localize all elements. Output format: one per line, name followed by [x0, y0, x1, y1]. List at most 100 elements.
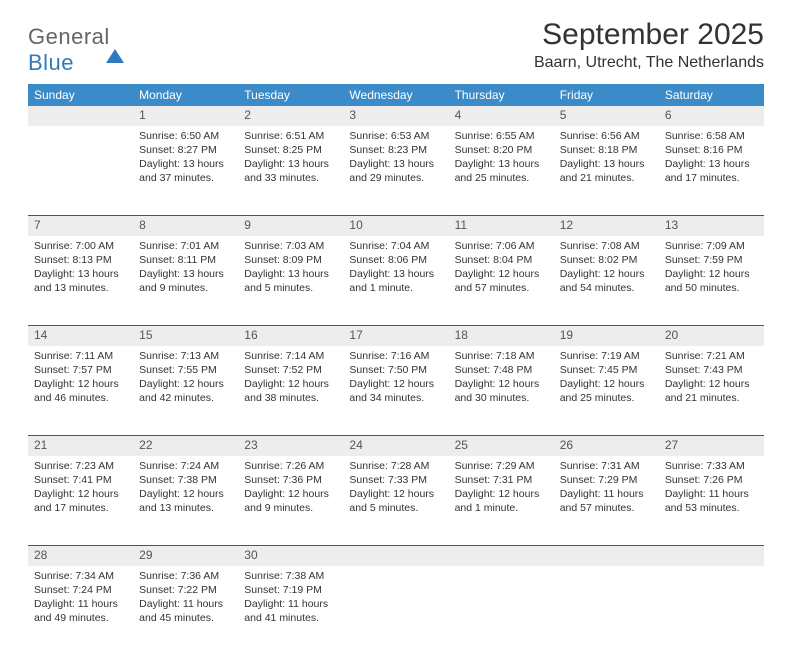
- day-number-cell: 9: [238, 216, 343, 236]
- day-number-cell: 17: [343, 326, 448, 346]
- sunset-line: Sunset: 8:18 PM: [560, 143, 653, 157]
- sunset-line: Sunset: 7:31 PM: [455, 473, 548, 487]
- sunrise-line: Sunrise: 7:26 AM: [244, 459, 337, 473]
- day-details: Sunrise: 7:00 AMSunset: 8:13 PMDaylight:…: [34, 236, 127, 296]
- daylight-line: Daylight: 13 hours and 17 minutes.: [665, 157, 758, 185]
- sunset-line: Sunset: 8:06 PM: [349, 253, 442, 267]
- day-cell: Sunrise: 7:26 AMSunset: 7:36 PMDaylight:…: [238, 456, 343, 544]
- sunrise-line: Sunrise: 7:24 AM: [139, 459, 232, 473]
- sunrise-line: Sunrise: 7:14 AM: [244, 349, 337, 363]
- sunset-line: Sunset: 7:55 PM: [139, 363, 232, 377]
- logo-diamond-icon: [106, 24, 124, 63]
- day-details: Sunrise: 7:28 AMSunset: 7:33 PMDaylight:…: [349, 456, 442, 516]
- day-details: Sunrise: 6:50 AMSunset: 8:27 PMDaylight:…: [139, 126, 232, 186]
- day-details: Sunrise: 7:19 AMSunset: 7:45 PMDaylight:…: [560, 346, 653, 406]
- sunset-line: Sunset: 7:45 PM: [560, 363, 653, 377]
- day-cell: [343, 566, 448, 654]
- day-details: Sunrise: 7:18 AMSunset: 7:48 PMDaylight:…: [455, 346, 548, 406]
- day-cell: Sunrise: 7:18 AMSunset: 7:48 PMDaylight:…: [449, 346, 554, 434]
- sunset-line: Sunset: 8:11 PM: [139, 253, 232, 267]
- day-cell: Sunrise: 7:06 AMSunset: 8:04 PMDaylight:…: [449, 236, 554, 324]
- day-cell: Sunrise: 6:58 AMSunset: 8:16 PMDaylight:…: [659, 126, 764, 214]
- sunset-line: Sunset: 7:50 PM: [349, 363, 442, 377]
- day-cell: Sunrise: 6:55 AMSunset: 8:20 PMDaylight:…: [449, 126, 554, 214]
- day-number-cell: 19: [554, 326, 659, 346]
- day-number-row: 78910111213: [28, 216, 764, 236]
- sunset-line: Sunset: 8:02 PM: [560, 253, 653, 267]
- day-cell: Sunrise: 7:36 AMSunset: 7:22 PMDaylight:…: [133, 566, 238, 654]
- day-number-cell: 23: [238, 436, 343, 456]
- day-header: Wednesday: [343, 84, 448, 106]
- day-number-row: 14151617181920: [28, 326, 764, 346]
- sunrise-line: Sunrise: 7:34 AM: [34, 569, 127, 583]
- daylight-line: Daylight: 13 hours and 13 minutes.: [34, 267, 127, 295]
- day-details: Sunrise: 7:13 AMSunset: 7:55 PMDaylight:…: [139, 346, 232, 406]
- sunrise-line: Sunrise: 6:56 AM: [560, 129, 653, 143]
- daylight-line: Daylight: 11 hours and 49 minutes.: [34, 597, 127, 625]
- day-cell: Sunrise: 7:19 AMSunset: 7:45 PMDaylight:…: [554, 346, 659, 434]
- sunset-line: Sunset: 8:20 PM: [455, 143, 548, 157]
- sunset-line: Sunset: 8:27 PM: [139, 143, 232, 157]
- day-cell: Sunrise: 7:09 AMSunset: 7:59 PMDaylight:…: [659, 236, 764, 324]
- daylight-line: Daylight: 12 hours and 34 minutes.: [349, 377, 442, 405]
- daylight-line: Daylight: 13 hours and 5 minutes.: [244, 267, 337, 295]
- sunset-line: Sunset: 8:16 PM: [665, 143, 758, 157]
- daylight-line: Daylight: 12 hours and 13 minutes.: [139, 487, 232, 515]
- day-details: Sunrise: 6:53 AMSunset: 8:23 PMDaylight:…: [349, 126, 442, 186]
- day-cell: Sunrise: 6:53 AMSunset: 8:23 PMDaylight:…: [343, 126, 448, 214]
- day-number-cell: 30: [238, 546, 343, 566]
- sunset-line: Sunset: 8:13 PM: [34, 253, 127, 267]
- day-cell: Sunrise: 7:38 AMSunset: 7:19 PMDaylight:…: [238, 566, 343, 654]
- day-cell: Sunrise: 7:00 AMSunset: 8:13 PMDaylight:…: [28, 236, 133, 324]
- sunset-line: Sunset: 7:52 PM: [244, 363, 337, 377]
- location: Baarn, Utrecht, The Netherlands: [534, 54, 764, 72]
- day-number-cell: 11: [449, 216, 554, 236]
- day-number-cell: 8: [133, 216, 238, 236]
- day-cell: Sunrise: 7:16 AMSunset: 7:50 PMDaylight:…: [343, 346, 448, 434]
- day-number-cell: 28: [28, 546, 133, 566]
- day-cell: Sunrise: 7:13 AMSunset: 7:55 PMDaylight:…: [133, 346, 238, 434]
- sunrise-line: Sunrise: 7:01 AM: [139, 239, 232, 253]
- day-cell: Sunrise: 7:23 AMSunset: 7:41 PMDaylight:…: [28, 456, 133, 544]
- day-number-cell: [343, 546, 448, 566]
- day-cell: Sunrise: 7:08 AMSunset: 8:02 PMDaylight:…: [554, 236, 659, 324]
- day-cell: Sunrise: 7:31 AMSunset: 7:29 PMDaylight:…: [554, 456, 659, 544]
- day-number-cell: 2: [238, 106, 343, 126]
- day-details: Sunrise: 7:14 AMSunset: 7:52 PMDaylight:…: [244, 346, 337, 406]
- day-details: Sunrise: 7:29 AMSunset: 7:31 PMDaylight:…: [455, 456, 548, 516]
- daylight-line: Daylight: 12 hours and 30 minutes.: [455, 377, 548, 405]
- daylight-line: Daylight: 12 hours and 54 minutes.: [560, 267, 653, 295]
- sunrise-line: Sunrise: 7:23 AM: [34, 459, 127, 473]
- sunset-line: Sunset: 7:48 PM: [455, 363, 548, 377]
- daylight-line: Daylight: 13 hours and 37 minutes.: [139, 157, 232, 185]
- day-cell: [28, 126, 133, 214]
- sunrise-line: Sunrise: 7:03 AM: [244, 239, 337, 253]
- day-details: Sunrise: 7:33 AMSunset: 7:26 PMDaylight:…: [665, 456, 758, 516]
- sunset-line: Sunset: 8:23 PM: [349, 143, 442, 157]
- day-cell: [554, 566, 659, 654]
- daylight-line: Daylight: 12 hours and 21 minutes.: [665, 377, 758, 405]
- logo-word-2: Blue: [28, 50, 74, 75]
- week-row: Sunrise: 6:50 AMSunset: 8:27 PMDaylight:…: [28, 126, 764, 214]
- day-number-cell: 26: [554, 436, 659, 456]
- sunrise-line: Sunrise: 7:31 AM: [560, 459, 653, 473]
- sunset-line: Sunset: 7:26 PM: [665, 473, 758, 487]
- daylight-line: Daylight: 11 hours and 45 minutes.: [139, 597, 232, 625]
- sunset-line: Sunset: 7:36 PM: [244, 473, 337, 487]
- day-header-row: SundayMondayTuesdayWednesdayThursdayFrid…: [28, 84, 764, 106]
- sunrise-line: Sunrise: 7:36 AM: [139, 569, 232, 583]
- day-number-cell: 13: [659, 216, 764, 236]
- sunset-line: Sunset: 7:43 PM: [665, 363, 758, 377]
- sunrise-line: Sunrise: 7:13 AM: [139, 349, 232, 363]
- day-details: Sunrise: 7:36 AMSunset: 7:22 PMDaylight:…: [139, 566, 232, 626]
- week-row: Sunrise: 7:11 AMSunset: 7:57 PMDaylight:…: [28, 346, 764, 434]
- day-number-cell: 4: [449, 106, 554, 126]
- day-header: Thursday: [449, 84, 554, 106]
- sunset-line: Sunset: 7:19 PM: [244, 583, 337, 597]
- day-details: Sunrise: 7:23 AMSunset: 7:41 PMDaylight:…: [34, 456, 127, 516]
- sunrise-line: Sunrise: 7:08 AM: [560, 239, 653, 253]
- day-details: Sunrise: 6:55 AMSunset: 8:20 PMDaylight:…: [455, 126, 548, 186]
- day-details: Sunrise: 7:04 AMSunset: 8:06 PMDaylight:…: [349, 236, 442, 296]
- day-number-cell: [554, 546, 659, 566]
- day-cell: Sunrise: 7:11 AMSunset: 7:57 PMDaylight:…: [28, 346, 133, 434]
